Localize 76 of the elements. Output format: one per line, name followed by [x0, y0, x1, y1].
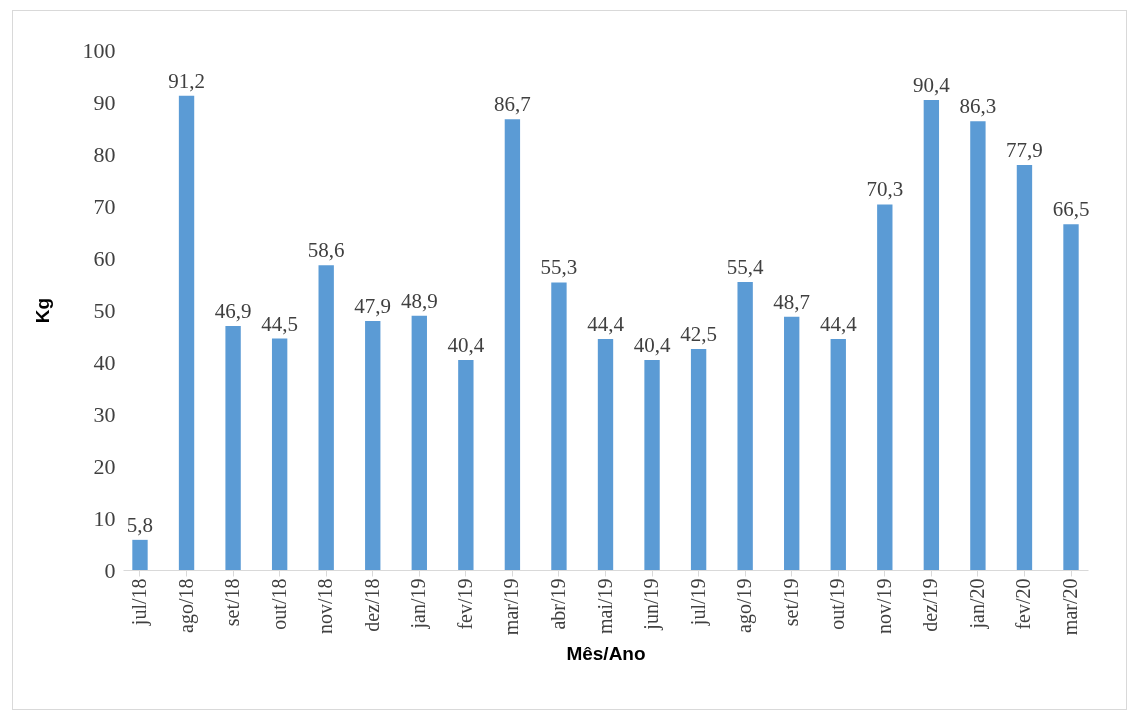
- data-label: 90,4: [912, 72, 951, 97]
- x-tick-label: jul/18: [127, 578, 151, 627]
- x-tick-label: nov/18: [314, 578, 337, 635]
- y-tick-label: 20: [93, 453, 116, 479]
- bar: [551, 282, 567, 570]
- data-label: 58,6: [307, 238, 345, 263]
- x-tick-label: set/19: [779, 578, 802, 627]
- x-tick-label: ago/18: [174, 578, 198, 633]
- data-label: 44,5: [261, 311, 299, 336]
- bar: [737, 281, 753, 570]
- bar: [877, 204, 893, 570]
- data-label: 47,9: [354, 293, 392, 318]
- y-tick-label: 50: [93, 297, 116, 323]
- y-tick-label: 70: [93, 193, 116, 219]
- x-tick-label: dez/18: [360, 578, 383, 632]
- bar: [318, 265, 334, 570]
- x-tick-label: out/18: [267, 578, 290, 630]
- y-tick-label: 80: [93, 141, 116, 167]
- data-label: 5,8: [126, 512, 154, 537]
- x-tick-label: mai/19: [593, 578, 616, 635]
- x-tick-label: mar/19: [500, 578, 523, 636]
- x-tick-label: jul/19: [686, 578, 710, 627]
- bar: [178, 95, 195, 570]
- y-tick-label: 100: [82, 37, 116, 63]
- x-tick-label: set/18: [221, 578, 244, 627]
- bar: [923, 99, 940, 570]
- x-tick-label: fev/19: [453, 578, 476, 630]
- data-label: 44,4: [819, 312, 858, 337]
- data-label: 66,5: [1052, 197, 1090, 222]
- bar: [830, 339, 846, 570]
- y-axis-title: Kg: [31, 297, 53, 324]
- x-tick-label: jan/19: [407, 578, 431, 630]
- bar: [504, 119, 521, 570]
- data-label: 44,4: [587, 312, 625, 337]
- bar: [690, 349, 707, 570]
- data-label: 46,9: [214, 299, 252, 324]
- y-tick-label: 0: [104, 557, 116, 583]
- x-tick-label: mar/20: [1059, 578, 1082, 636]
- bar: [132, 539, 148, 570]
- data-label: 42,5: [680, 322, 717, 346]
- bar: [411, 315, 427, 570]
- bar: [271, 338, 288, 570]
- x-tick-label: jun/19: [640, 578, 664, 631]
- x-tick-label: out/19: [826, 578, 849, 630]
- bar: [970, 121, 986, 570]
- x-tick-label: jan/20: [965, 578, 989, 630]
- data-label: 40,4: [633, 332, 671, 357]
- y-tick-label: 90: [93, 89, 116, 115]
- y-tick-label: 10: [93, 505, 116, 531]
- bar: [225, 326, 241, 570]
- bar: [784, 316, 800, 570]
- bar: [1016, 164, 1033, 570]
- data-label: 48,9: [400, 288, 438, 313]
- x-tick-label: ago/19: [733, 578, 757, 633]
- data-label: 48,7: [773, 289, 811, 314]
- y-tick-label: 60: [93, 245, 116, 271]
- bar: [644, 359, 660, 570]
- x-tick-label: fev/20: [1012, 578, 1035, 630]
- x-tick-label: nov/19: [872, 578, 895, 635]
- y-tick-label: 30: [93, 401, 116, 427]
- x-tick-label: abr/19: [546, 578, 569, 630]
- x-tick-label: dez/19: [919, 578, 942, 632]
- data-label: 77,9: [1006, 137, 1043, 162]
- bar: [597, 339, 614, 570]
- data-label: 91,2: [168, 68, 205, 93]
- data-label: 86,3: [959, 94, 997, 119]
- bar: [365, 320, 381, 570]
- bar: [458, 359, 474, 570]
- bar: [1063, 224, 1079, 570]
- data-label: 55,3: [540, 255, 578, 280]
- data-label: 40,4: [447, 332, 485, 357]
- data-label: 86,7: [494, 92, 531, 117]
- y-tick-label: 40: [93, 349, 116, 375]
- data-label: 70,3: [866, 177, 904, 202]
- data-label: 55,4: [726, 254, 765, 279]
- x-axis-title: Mês/Ano: [566, 643, 646, 665]
